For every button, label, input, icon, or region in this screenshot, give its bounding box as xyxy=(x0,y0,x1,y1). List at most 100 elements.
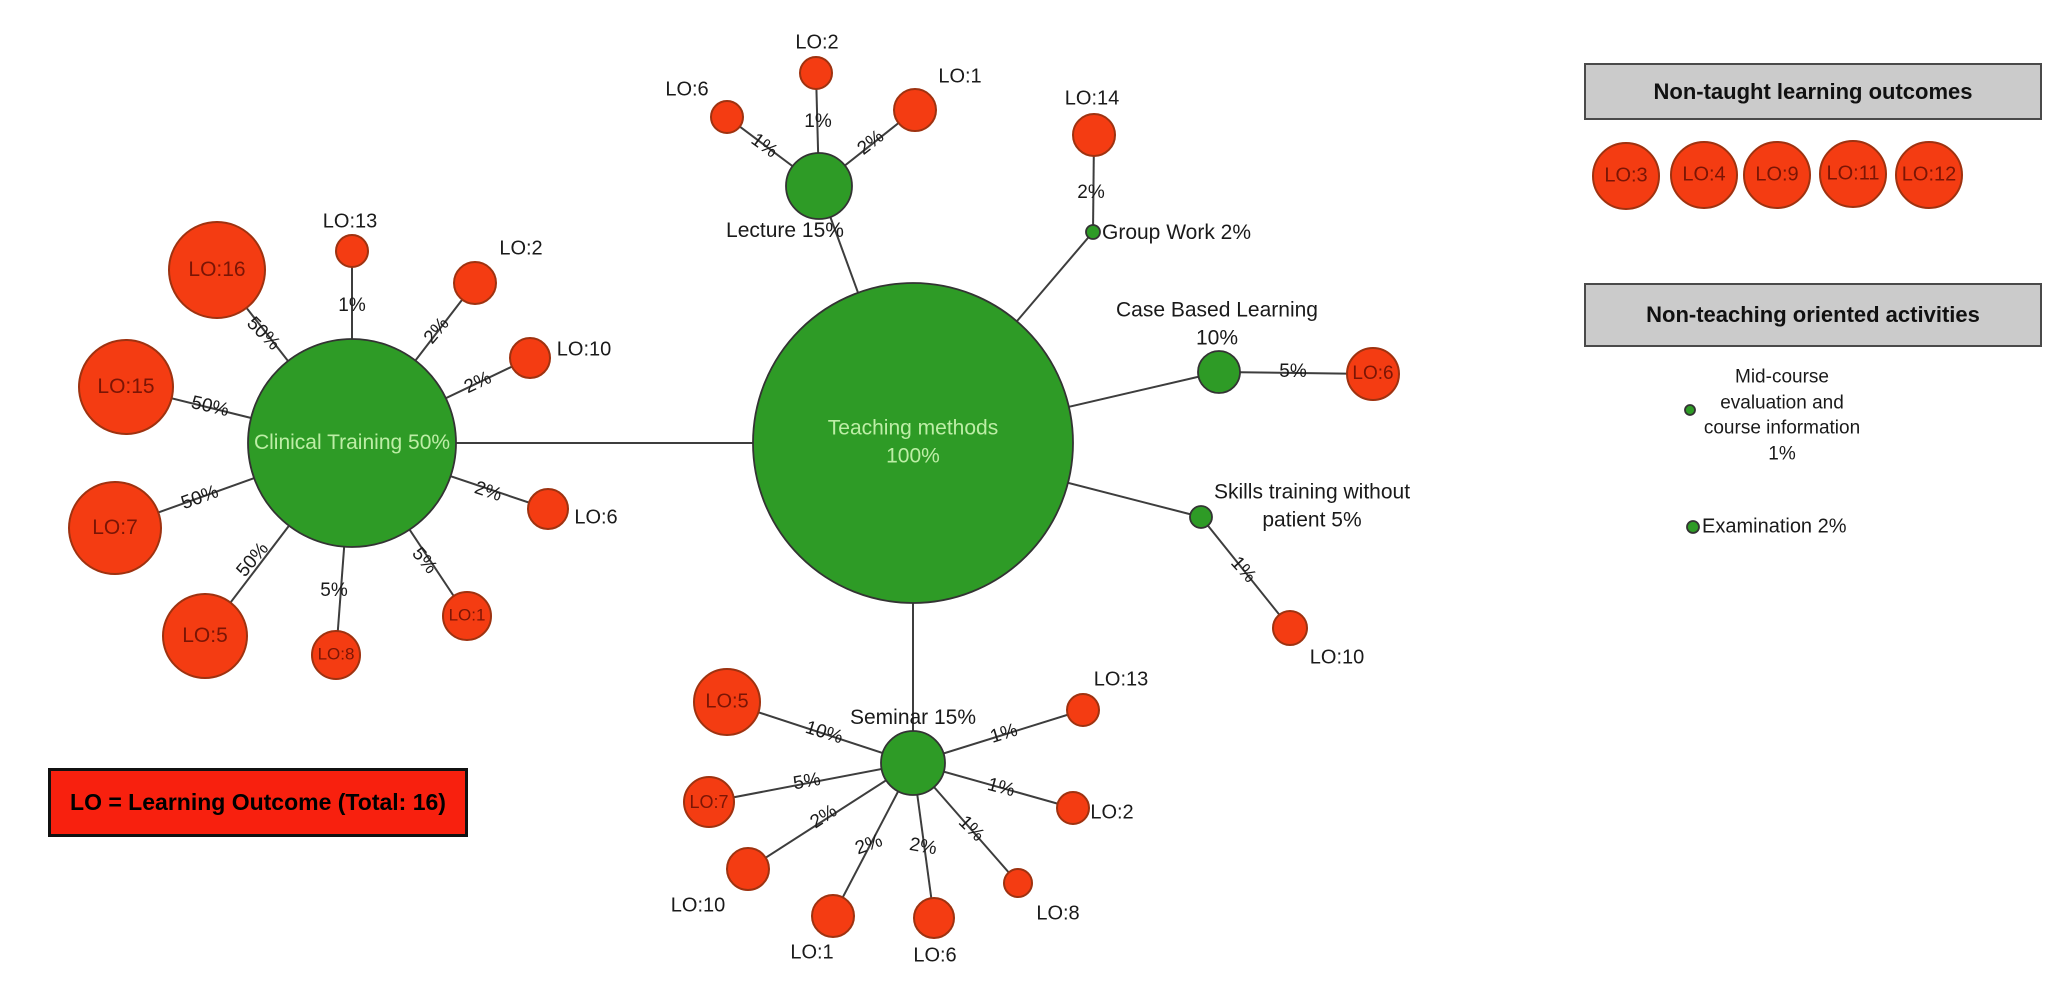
node-m10-label: LO:10 xyxy=(670,894,726,917)
node-n3-circle xyxy=(1592,142,1660,210)
edge-g14-groupwork-label: 2% xyxy=(1077,182,1105,204)
edge-c1-clinical-label: 5% xyxy=(407,543,442,579)
edge-m10-seminar-label: 2% xyxy=(806,800,842,834)
node-n3-label: LO:3 xyxy=(1604,164,1648,187)
node-c6-label: LO:6 xyxy=(574,506,618,529)
node-cbl-label: Case Based Learning 10% xyxy=(1116,298,1318,350)
node-n4-label: LO:4 xyxy=(1682,163,1726,186)
node-n12-label: LO:12 xyxy=(1901,163,1957,186)
node-l1-circle xyxy=(893,88,937,132)
node-groupwork-label: Group Work 2% xyxy=(1102,220,1251,244)
node-l2-label: LO:2 xyxy=(795,31,839,54)
node-l6-circle xyxy=(710,100,744,134)
edge-c15-clinical-label: 50% xyxy=(189,392,231,422)
node-clinical-label: Clinical Training 50% xyxy=(253,430,451,454)
node-m2-label: LO:2 xyxy=(1090,801,1134,824)
node-n9-label: LO:9 xyxy=(1755,163,1799,186)
non-taught-header-title: Non-taught learning outcomes xyxy=(1653,78,1973,104)
node-c7-circle xyxy=(68,481,162,575)
node-l6-label: LO:6 xyxy=(665,78,709,101)
node-s10-circle xyxy=(1272,610,1308,646)
node-skills-label: Skills training without patient 5% xyxy=(1213,480,1411,532)
edge-m5-seminar-label: 10% xyxy=(802,717,846,749)
edge-b6-cbl-label: 5% xyxy=(1279,361,1307,383)
node-m13-circle xyxy=(1066,693,1100,727)
edge-m8-seminar-label: 1% xyxy=(954,811,989,846)
node-c1-circle xyxy=(442,591,492,641)
node-c6-circle xyxy=(527,488,569,530)
edge-l2-lecture-label: 1% xyxy=(804,111,832,133)
node-c13-circle xyxy=(335,234,369,268)
node-c7-label: LO:7 xyxy=(92,515,138,539)
node-c10-circle xyxy=(509,337,551,379)
edge-m2-seminar-label: 1% xyxy=(985,773,1018,802)
edge-c5-clinical-label: 50% xyxy=(232,538,274,582)
node-lecture-label: Lecture 15% xyxy=(726,218,844,242)
edge-l6-lecture-label: 1% xyxy=(746,129,782,163)
node-n11-circle xyxy=(1819,140,1887,208)
node-g14-label: LO:14 xyxy=(1064,87,1120,110)
node-seminar-circle xyxy=(880,730,946,796)
edge-m13-seminar-label: 1% xyxy=(987,719,1021,748)
node-c5-circle xyxy=(162,593,248,679)
edge-c6-clinical-label: 2% xyxy=(471,477,505,506)
node-teaching-label: Teaching methods 100% xyxy=(827,416,999,468)
edge-c8-clinical-label: 5% xyxy=(320,580,348,602)
node-m5-circle xyxy=(693,668,761,736)
node-m13-label: LO:13 xyxy=(1093,668,1149,691)
node-teaching-circle xyxy=(752,282,1074,604)
edge-c2-clinical-label: 2% xyxy=(419,313,454,349)
node-m7-circle xyxy=(683,776,735,828)
edge-m7-seminar-label: 5% xyxy=(791,768,823,795)
node-c16-label: LO:16 xyxy=(188,257,246,281)
node-c8-circle xyxy=(311,630,361,680)
node-c8-label: LO:8 xyxy=(317,644,355,664)
node-g14-circle xyxy=(1072,113,1116,157)
node-b6-label: LO:6 xyxy=(1352,363,1394,385)
node-midcourse-circle xyxy=(1684,404,1696,416)
node-exam-label: Examination 2% xyxy=(1702,515,1847,538)
edge-c16-clinical-label: 50% xyxy=(242,312,285,355)
node-m1-circle xyxy=(811,894,855,938)
edge-m7-seminar xyxy=(708,762,914,803)
node-m8-label: LO:8 xyxy=(1036,902,1080,925)
node-s10-label: LO:10 xyxy=(1309,646,1365,669)
edge-c10-clinical-label: 2% xyxy=(460,367,495,399)
node-skills-circle xyxy=(1189,505,1213,529)
node-c16-circle xyxy=(168,221,266,319)
edge-s10-skills xyxy=(1200,516,1291,629)
non-teaching-header-title: Non-teaching oriented activities xyxy=(1646,302,1980,327)
node-c5-label: LO:5 xyxy=(182,623,228,647)
node-l2-circle xyxy=(799,56,833,90)
node-n4-circle xyxy=(1670,141,1738,209)
non-taught-header: Non-taught learning outcomes xyxy=(1584,63,2042,120)
non-teaching-header: Non-teaching oriented activities xyxy=(1584,283,2042,347)
node-c2-label: LO:2 xyxy=(499,237,543,260)
node-n12-circle xyxy=(1895,141,1963,209)
legend-box: LO = Learning Outcome (Total: 16) xyxy=(48,768,468,837)
node-m8-circle xyxy=(1003,868,1033,898)
node-seminar-label: Seminar 15% xyxy=(849,705,977,729)
edge-m6-seminar-label: 2% xyxy=(907,833,939,860)
node-m6-label: LO:6 xyxy=(913,944,957,967)
node-n9-circle xyxy=(1743,141,1811,209)
edge-l1-lecture-label: 2% xyxy=(853,126,889,160)
node-midcourse-label: Mid-course evaluation and course informa… xyxy=(1703,366,1861,465)
node-c10-label: LO:10 xyxy=(556,338,612,361)
edge-m1-seminar-label: 2% xyxy=(852,830,886,860)
legend-text: LO = Learning Outcome (Total: 16) xyxy=(70,789,446,815)
node-lecture-circle xyxy=(785,152,853,220)
node-groupwork-circle xyxy=(1085,224,1101,240)
node-c15-label: LO:15 xyxy=(97,374,155,398)
node-b6-circle xyxy=(1346,347,1400,401)
node-m5-label: LO:5 xyxy=(705,690,749,713)
edge-c13-clinical-label: 1% xyxy=(338,295,366,317)
node-n11-label: LO:11 xyxy=(1826,162,1880,185)
node-m6-circle xyxy=(913,897,955,939)
node-m2-circle xyxy=(1056,791,1090,825)
node-c13-label: LO:13 xyxy=(322,210,378,233)
node-clinical-circle xyxy=(247,338,457,548)
